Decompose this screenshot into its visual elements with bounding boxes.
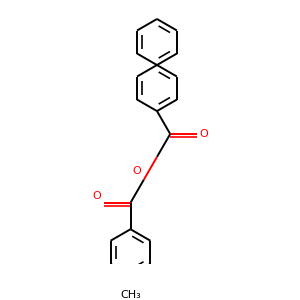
Text: O: O bbox=[93, 191, 101, 201]
Text: CH₃: CH₃ bbox=[120, 290, 141, 300]
Text: O: O bbox=[199, 129, 208, 139]
Text: O: O bbox=[132, 167, 141, 176]
